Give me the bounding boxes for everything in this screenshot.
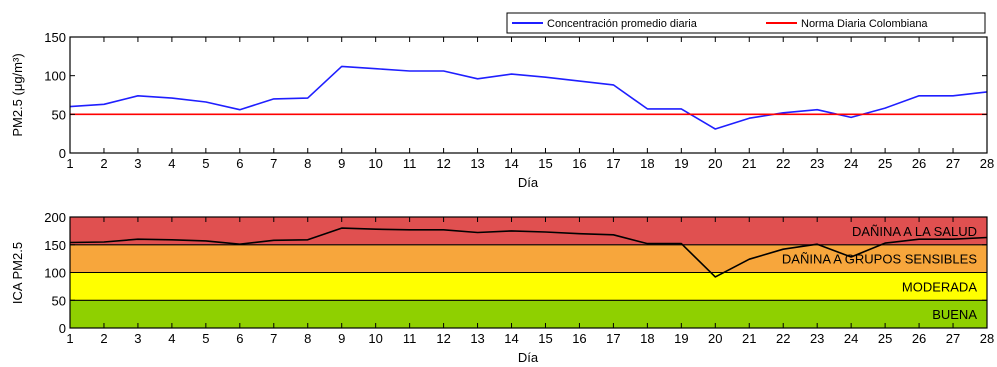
y-tick-label: 50 [52,107,66,122]
x-tick-label: 28 [980,156,994,171]
x-tick-label: 28 [980,331,994,346]
aqi-band [69,299,988,329]
legend-box [506,12,986,34]
x-tick-label: 11 [403,331,417,346]
x-tick-label: 18 [640,156,654,171]
x-tick-label: 15 [538,156,552,171]
x-tick-label: 27 [946,156,960,171]
x-tick-label: 7 [270,331,277,346]
y-tick-label: 50 [52,293,66,308]
x-tick-label: 19 [674,156,688,171]
x-tick-label: 14 [504,331,518,346]
y-tick-label: 150 [44,30,66,45]
plot-area-background [70,37,987,153]
x-tick-label: 3 [134,156,141,171]
x-tick-label: 25 [878,156,892,171]
x-tick-label: 4 [168,331,175,346]
x-tick-label: 7 [270,156,277,171]
legend: Concentración promedio diaria Norma Diar… [506,12,986,34]
x-tick-label: 22 [776,331,790,346]
aqi-band [69,244,988,273]
x-tick-label: 1 [66,156,73,171]
legend-label-series-1: Concentración promedio diaria [547,18,698,30]
x-tick-label: 13 [470,156,484,171]
y-tick-label: 0 [59,146,66,161]
x-tick-label: 11 [403,156,417,171]
y-axis-label: ICA PM2.5 [10,242,25,304]
y-tick-label: 100 [44,266,66,281]
y-tick-label: 200 [44,210,66,225]
x-tick-label: 15 [538,331,552,346]
x-axis-label: Día [518,350,539,365]
y-tick-label: 150 [44,238,66,253]
x-tick-label: 5 [202,156,209,171]
x-tick-label: 25 [878,331,892,346]
x-tick-label: 6 [236,331,243,346]
x-tick-label: 3 [134,331,141,346]
x-tick-label: 17 [606,331,620,346]
x-tick-label: 10 [368,331,382,346]
x-tick-label: 9 [338,331,345,346]
x-tick-label: 20 [708,331,722,346]
x-tick-label: 17 [606,156,620,171]
x-tick-label: 18 [640,331,654,346]
x-tick-label: 5 [202,331,209,346]
x-axis-label: Día [518,175,539,190]
x-tick-label: 10 [368,156,382,171]
x-tick-label: 1 [66,331,73,346]
x-tick-label: 26 [912,331,926,346]
x-tick-label: 2 [100,156,107,171]
plot-area-frame [69,36,988,154]
x-tick-label: 24 [844,156,858,171]
x-tick-label: 20 [708,156,722,171]
aqi-band-label: MODERADA [902,279,977,294]
x-tick-label: 26 [912,156,926,171]
legend-label-series-2: Norma Diaria Colombiana [801,18,928,30]
x-tick-label: 27 [946,331,960,346]
x-tick-label: 8 [304,331,311,346]
x-tick-label: 9 [338,156,345,171]
x-tick-label: 13 [470,331,484,346]
x-tick-label: 24 [844,331,858,346]
x-tick-label: 23 [810,331,824,346]
y-axis-label: PM2.5 (μg/m³) [10,53,25,136]
aqi-band [69,272,988,301]
aqi-band-label: BUENA [932,307,977,322]
x-tick-label: 14 [504,156,518,171]
x-tick-label: 21 [742,331,756,346]
x-tick-label: 12 [436,331,450,346]
x-tick-label: 4 [168,156,175,171]
x-tick-label: 6 [236,156,243,171]
x-tick-label: 12 [436,156,450,171]
series-line [69,227,988,278]
x-tick-label: 16 [572,156,586,171]
x-tick-label: 23 [810,156,824,171]
x-tick-label: 2 [100,331,107,346]
y-tick-label: 100 [44,69,66,84]
x-tick-label: 19 [674,331,688,346]
aqi-band-label: DAÑINA A LA SALUD [852,224,977,239]
x-tick-label: 21 [742,156,756,171]
y-tick-label: 0 [59,321,66,336]
aqi-band-label: DAÑINA A GRUPOS SENSIBLES [782,252,977,267]
x-tick-label: 16 [572,331,586,346]
x-tick-label: 22 [776,156,790,171]
aqi-chart: BUENA MODERADA DAÑINA A GRUPOS SENSIBLES DA… [10,210,994,365]
x-tick-label: 8 [304,156,311,171]
